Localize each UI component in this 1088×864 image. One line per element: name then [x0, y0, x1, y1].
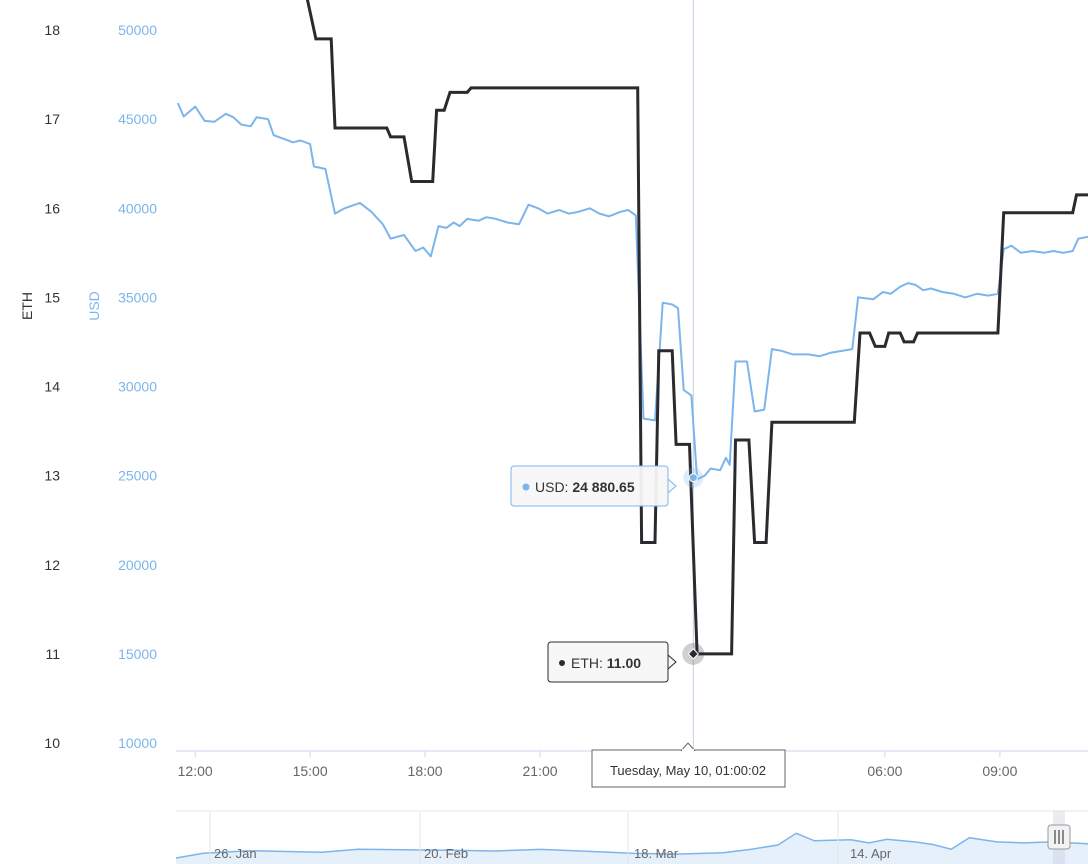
eth-tick-label: 12 [44, 557, 60, 573]
eth-tooltip: ETH: 11.00 [547, 641, 677, 683]
y-axis-eth-title: ETH [19, 292, 35, 320]
usd-tick-label: 15000 [118, 646, 157, 662]
crosshair-x-label: Tuesday, May 10, 01:00:02 [591, 742, 786, 788]
eth-tick-labels: 18 17 16 15 14 13 12 11 10 [44, 22, 60, 751]
usd-tick-label: 35000 [118, 289, 157, 305]
eth-series-line [305, 0, 1088, 656]
navigator[interactable]: 26. Jan 20. Feb 18. Mar 14. Apr [175, 810, 1088, 864]
scrollbar-handle-icon[interactable] [1047, 824, 1071, 850]
y-axis-usd-title: USD [86, 291, 102, 321]
usd-tick-label: 20000 [118, 557, 157, 573]
usd-series-line [176, 102, 1088, 481]
eth-tick-label: 17 [44, 111, 60, 127]
x-tick-label: 12:00 [178, 763, 213, 779]
usd-tick-label: 45000 [118, 111, 157, 127]
navigator-label: 26. Jan [214, 846, 257, 861]
x-tick-label: 21:00 [523, 763, 558, 779]
x-tick-label: 15:00 [293, 763, 328, 779]
svg-text:Tuesday, May 10, 01:00:02: Tuesday, May 10, 01:00:02 [610, 763, 766, 778]
usd-tooltip-label: USD: [535, 479, 568, 495]
eth-tooltip-value: 11.00 [607, 655, 641, 671]
x-tick-labels: 12:00 15:00 18:00 21:00 06:00 09:00 [178, 751, 1018, 779]
x-tick-label: 09:00 [982, 763, 1017, 779]
usd-tick-label: 30000 [118, 379, 157, 395]
eth-tick-label: 14 [44, 379, 60, 395]
usd-tick-labels: 50000 45000 40000 35000 30000 25000 20000 15000… [118, 22, 157, 751]
navigator-label: 20. Feb [424, 846, 468, 861]
navigator-line [175, 832, 1088, 859]
svg-text:USD: 24 880.65: USD: 24 880.65 [535, 479, 635, 495]
navigator-area [176, 833, 1088, 864]
eth-tick-label: 16 [44, 200, 60, 216]
usd-tick-label: 50000 [118, 22, 157, 38]
svg-text:ETH: 11.00: ETH: 11.00 [571, 655, 641, 671]
eth-tick-label: 13 [44, 468, 60, 484]
usd-tooltip: USD: 24 880.65 [510, 465, 677, 507]
x-tick-label: 18:00 [408, 763, 443, 779]
usd-point-marker [683, 467, 704, 488]
eth-tick-label: 10 [44, 735, 60, 751]
usd-tick-label: 40000 [118, 200, 157, 216]
x-tick-label: 06:00 [867, 763, 902, 779]
eth-tick-label: 18 [44, 22, 60, 38]
navigator-label: 14. Apr [850, 846, 892, 861]
usd-tooltip-value: 24 880.65 [572, 479, 634, 495]
navigator-labels: 26. Jan 20. Feb 18. Mar 14. Apr [214, 846, 892, 861]
eth-tooltip-label: ETH: [571, 655, 603, 671]
eth-point-marker [682, 642, 705, 665]
eth-tick-label: 15 [44, 289, 60, 305]
navigator-grid [209, 812, 839, 864]
navigator-label: 18. Mar [634, 846, 679, 861]
usd-tick-label: 10000 [118, 735, 157, 751]
usd-tick-label: 25000 [118, 468, 157, 484]
eth-tick-label: 11 [45, 646, 60, 662]
